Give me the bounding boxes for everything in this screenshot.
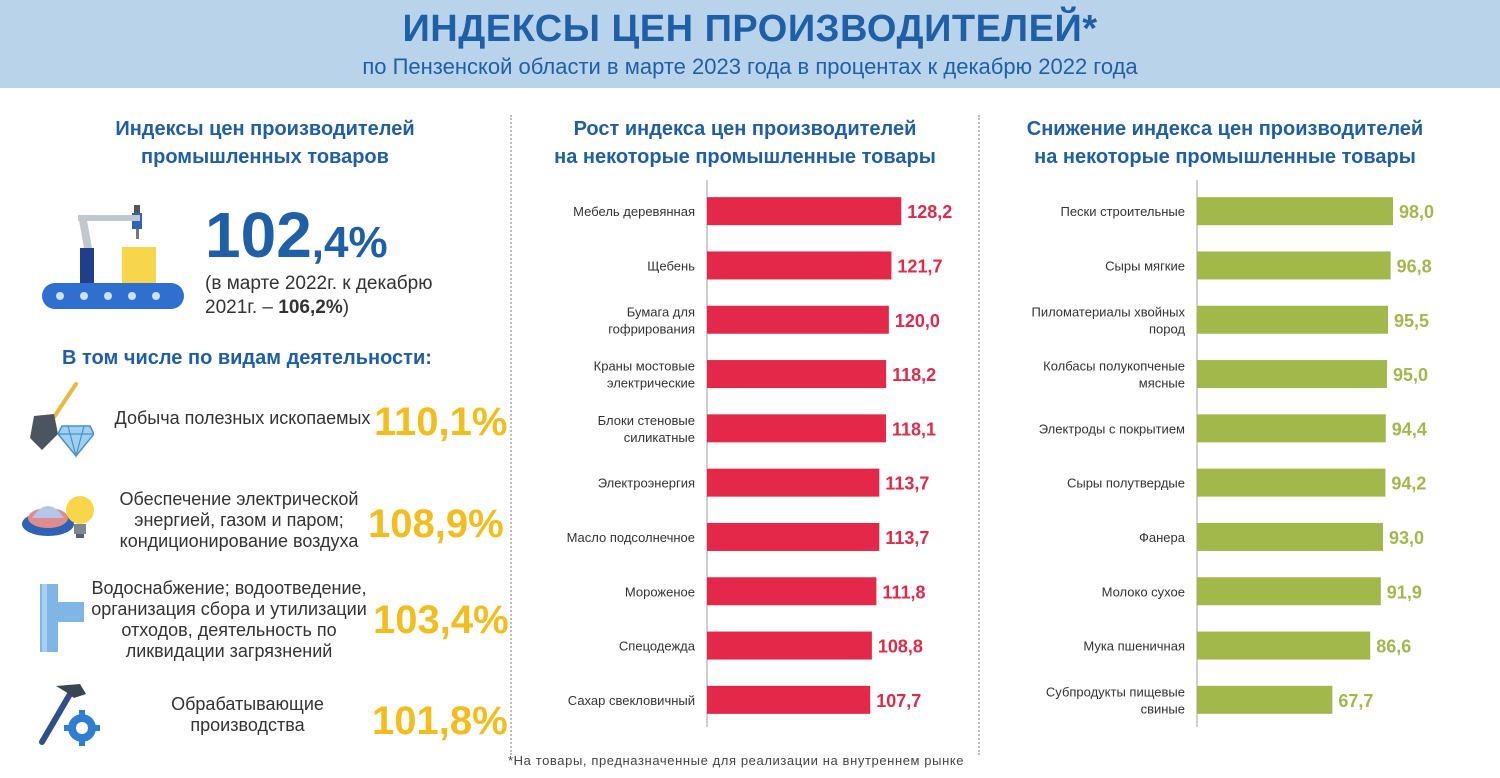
decrease-title-line2: на некоторые промышленные товары <box>1034 146 1416 168</box>
increase-category-label: Краны мостовые электрические <box>594 359 695 391</box>
decrease-value-label: 93,0 <box>1389 528 1424 548</box>
increase-category-label: Сахар свекловичный <box>568 693 695 708</box>
decrease-bar <box>1197 631 1371 660</box>
activity-label-manufacturing: Обрабатывающие производства <box>171 694 324 735</box>
activity-label-water: Водоснабжение; водоотведение, организаци… <box>91 578 367 661</box>
increase-category-label: Бумага для гофрирования <box>608 304 695 336</box>
increase-bar <box>707 251 892 280</box>
left-title-line2: промышленных товаров <box>141 146 389 168</box>
increase-bar-chart: Мебель деревянная 128,2 Щебень 121,7 Бумага … <box>567 180 952 727</box>
increase-value-label: 120,0 <box>895 311 940 331</box>
decrease-bar <box>1197 685 1333 714</box>
activity-value-energy: 108,9% <box>368 502 504 546</box>
water-pipe-icon <box>40 584 84 652</box>
increase-category-label: Мебель деревянная <box>573 204 695 219</box>
conveyor-icon <box>42 205 184 309</box>
note-close: ) <box>342 297 350 318</box>
previous-year-note: (в марте 2022г. к декабрю 2021г. – 106,2… <box>205 272 475 320</box>
activities-subheading: В том числе по видам деятельности: <box>62 347 432 369</box>
increase-value-label: 121,7 <box>897 256 942 276</box>
decrease-value-label: 98,0 <box>1399 202 1434 222</box>
increase-category-label: Спецодежда <box>619 639 696 654</box>
main-index-int: 102 <box>205 199 312 271</box>
decrease-value-label: 95,5 <box>1394 311 1429 331</box>
divider-left <box>510 115 512 755</box>
left-title-line1: Индексы цен производителей <box>115 118 415 140</box>
decrease-category-label: Пески строительные <box>1060 204 1185 219</box>
increase-bar <box>707 360 887 389</box>
increase-bar <box>707 631 872 660</box>
decrease-bar <box>1197 577 1381 606</box>
increase-chart-title: Рост индекса цен производителей на некот… <box>520 115 970 171</box>
decrease-bar <box>1197 251 1391 280</box>
increase-title-line2: на некоторые промышленные товары <box>554 146 936 168</box>
main-index-frac: ,4% <box>311 218 388 267</box>
decrease-category-label: Пиломатериалы хвойных пород <box>1031 304 1185 336</box>
increase-value-label: 128,2 <box>907 202 952 222</box>
decrease-bar <box>1197 414 1386 443</box>
increase-value-label: 111,8 <box>882 582 925 602</box>
activity-value-mining: 110,1% <box>374 400 508 444</box>
decrease-title-line1: Снижение индекса цен производителей <box>1026 118 1424 140</box>
activity-value-water: 103,4% <box>373 598 509 642</box>
decrease-category-label: Сыры полутвердые <box>1067 476 1185 491</box>
note-value: 106,2% <box>278 297 343 318</box>
increase-bar <box>707 522 880 551</box>
activity-value-manufacturing: 101,8% <box>372 699 508 743</box>
activity-label-mining: Добыча полезных ископаемых <box>114 408 371 428</box>
decrease-bar <box>1197 197 1393 226</box>
decrease-value-label: 96,8 <box>1397 256 1432 276</box>
footnote: *На товары, предназначенные для реализац… <box>508 753 965 768</box>
increase-bar <box>707 685 871 714</box>
note-text: (в марте 2022г. к декабрю 2021г. – <box>205 273 433 318</box>
decrease-category-label: Колбасы полукопченые мясные <box>1043 359 1185 391</box>
decrease-category-label: Мука пшеничная <box>1083 639 1185 654</box>
decrease-bar <box>1197 360 1387 389</box>
decrease-bar <box>1197 522 1383 551</box>
main-index-value: 102,4% <box>205 198 388 272</box>
increase-value-label: 113,7 <box>885 528 929 548</box>
increase-value-label: 108,8 <box>878 637 923 657</box>
decrease-bar <box>1197 468 1386 497</box>
increase-bar <box>707 305 889 334</box>
decrease-bar <box>1197 305 1388 334</box>
activity-label-energy: Обеспечение электрической энергией, газо… <box>119 489 359 551</box>
gas-bulb-icon <box>22 496 94 538</box>
page-subtitle: по Пензенской области в марте 2023 года … <box>362 54 1138 79</box>
increase-bar <box>707 197 902 226</box>
decrease-chart-title: Снижение индекса цен производителей на н… <box>990 115 1460 171</box>
increase-value-label: 107,7 <box>876 691 921 711</box>
increase-category-label: Масло подсолнечное <box>567 530 695 545</box>
decrease-value-label: 67,7 <box>1338 691 1373 711</box>
increase-category-label: Мороженое <box>625 584 695 599</box>
shovel-diamond-icon <box>30 382 94 459</box>
divider-right <box>978 115 980 755</box>
increase-bar <box>707 468 880 497</box>
left-column-title: Индексы цен производителей промышленных … <box>70 115 460 171</box>
decrease-category-label: Субпродукты пищевые свиные <box>1046 684 1185 716</box>
increase-category-label: Блоки стеновые силикатные <box>598 413 695 445</box>
increase-bar <box>707 414 886 443</box>
decrease-category-label: Электроды с покрытием <box>1039 421 1185 436</box>
decrease-value-label: 94,4 <box>1392 419 1427 439</box>
increase-value-label: 113,7 <box>885 474 929 494</box>
decrease-value-label: 94,2 <box>1391 474 1426 494</box>
increase-value-label: 118,1 <box>892 419 936 439</box>
increase-title-line1: Рост индекса цен производителей <box>573 118 917 140</box>
decrease-category-label: Фанера <box>1139 530 1186 545</box>
decrease-value-label: 95,0 <box>1393 365 1428 385</box>
decrease-bar-chart: Пески строительные 98,0 Сыры мягкие 96,8 Пил… <box>1031 180 1434 727</box>
page-title: ИНДЕКСЫ ЦЕН ПРОИЗВОДИТЕЛЕЙ* <box>402 8 1098 50</box>
increase-category-label: Щебень <box>647 258 695 273</box>
increase-bar <box>707 577 877 606</box>
header-banner: ИНДЕКСЫ ЦЕН ПРОИЗВОДИТЕЛЕЙ* по Пензенско… <box>0 0 1500 88</box>
decrease-value-label: 86,6 <box>1376 637 1411 657</box>
hammer-gear-icon <box>39 684 100 746</box>
increase-value-label: 118,2 <box>892 365 936 385</box>
increase-category-label: Электроэнергия <box>598 476 695 491</box>
decrease-value-label: 91,9 <box>1387 582 1422 602</box>
decrease-category-label: Молоко сухое <box>1102 584 1185 599</box>
decrease-category-label: Сыры мягкие <box>1105 258 1185 273</box>
